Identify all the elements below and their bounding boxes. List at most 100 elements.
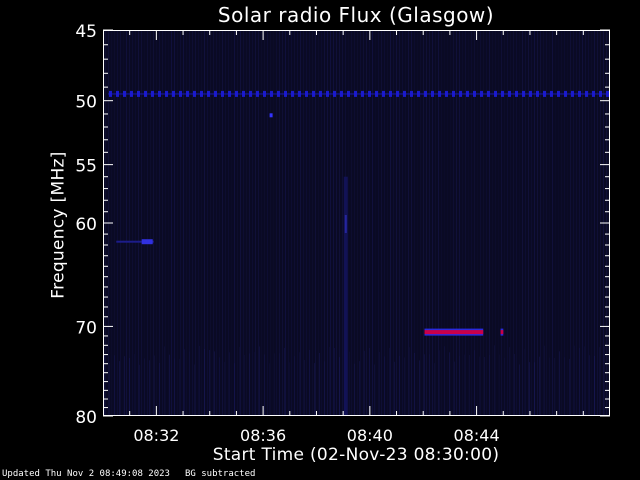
noise-striation — [404, 357, 405, 416]
noise-striation — [351, 30, 352, 416]
noise-striation — [129, 358, 130, 416]
noise-striation — [375, 30, 376, 416]
noise-striation — [423, 30, 424, 416]
emission-burst — [141, 239, 153, 245]
noise-striation — [259, 346, 260, 416]
noise-striation — [228, 30, 229, 416]
axis-layer: 45 50 55 60 70 80 08:32 08:36 08:40 08:44 — [75, 22, 610, 445]
x-tick-label: 08:44 — [454, 426, 500, 445]
noise-striation — [324, 30, 325, 416]
noise-striation — [306, 30, 307, 416]
noise-striation — [454, 361, 455, 416]
noise-striation — [174, 30, 175, 416]
band-segment — [305, 90, 308, 97]
noise-striation — [364, 350, 365, 416]
noise-striation — [396, 30, 397, 416]
noise-striation — [519, 30, 520, 416]
emission-trail — [116, 240, 154, 243]
noise-striation — [584, 346, 585, 416]
band-segment — [347, 90, 350, 97]
noise-striation — [186, 30, 187, 416]
noise-striation — [441, 30, 442, 416]
emission-dot — [269, 113, 273, 118]
noise-striation — [123, 30, 124, 416]
noise-striation — [424, 354, 425, 416]
noise-striation — [492, 30, 493, 416]
band-segment — [543, 90, 546, 97]
noise-striation — [109, 363, 110, 416]
noise-striation — [534, 362, 535, 416]
noise-striation — [194, 364, 195, 416]
noise-striation — [261, 30, 262, 416]
noise-striation — [509, 347, 510, 416]
noise-striation — [180, 30, 181, 416]
band-segment — [431, 90, 434, 97]
noise-striation — [567, 30, 568, 416]
noise-striation — [564, 30, 565, 416]
band-segment — [564, 90, 567, 97]
noise-striation — [156, 30, 157, 416]
noise-striation — [399, 30, 400, 416]
noise-striation — [414, 352, 415, 416]
band-segment — [508, 90, 511, 97]
updated-timestamp: Updated Thu Nov 2 08:49:08 2023 — [2, 469, 170, 479]
noise-striation — [419, 360, 420, 416]
noise-striation — [464, 354, 465, 416]
band-segment — [151, 90, 154, 97]
noise-striation — [576, 30, 577, 416]
noise-striation — [274, 353, 275, 416]
noise-striation — [589, 355, 590, 416]
noise-striation — [336, 30, 337, 416]
noise-striation — [240, 30, 241, 416]
y-tick-label: 45 — [75, 22, 97, 42]
noise-striation — [214, 351, 215, 416]
noise-striation — [189, 351, 190, 416]
noise-striation — [234, 30, 235, 416]
noise-striation — [264, 30, 265, 416]
noise-striation — [554, 357, 555, 416]
band-segment — [410, 90, 413, 97]
chart-title: Solar radio Flux (Glasgow) — [217, 3, 495, 27]
noise-striation — [289, 362, 290, 416]
noise-striation — [195, 30, 196, 416]
noise-striation — [282, 30, 283, 416]
noise-striation — [489, 30, 490, 416]
band-segment — [585, 90, 588, 97]
noise-striation — [504, 30, 505, 416]
noise-striation — [444, 30, 445, 416]
noise-striation — [209, 350, 210, 416]
band-segment — [529, 90, 532, 97]
noise-striation — [534, 30, 535, 416]
noise-striation — [169, 354, 170, 416]
band-segment — [312, 90, 315, 97]
noise-striation — [270, 30, 271, 416]
noise-striation — [174, 358, 175, 416]
noise-striation — [585, 30, 586, 416]
background-note: BG subtracted — [185, 469, 256, 479]
feature-layer — [108, 90, 609, 416]
noise-striation — [405, 30, 406, 416]
band-segment — [144, 90, 147, 97]
noise-striation — [522, 30, 523, 416]
band-segment — [571, 90, 574, 97]
noise-striation — [159, 30, 160, 416]
noise-striation — [315, 30, 316, 416]
band-segment — [116, 90, 119, 97]
noise-striation — [349, 351, 350, 416]
noise-striation — [357, 30, 358, 416]
noise-striation — [269, 363, 270, 416]
band-segment — [382, 90, 385, 97]
noise-striation — [120, 30, 121, 416]
noise-striation — [543, 30, 544, 416]
noise-striation — [546, 30, 547, 416]
noise-striation — [309, 349, 310, 416]
noise-striation — [234, 363, 235, 416]
noise-striation — [360, 30, 361, 416]
noise-striation — [339, 357, 340, 416]
noise-striation — [179, 358, 180, 416]
noise-striation — [284, 347, 285, 416]
noise-striation — [168, 30, 169, 416]
noise-striation — [387, 30, 388, 416]
noise-striation — [426, 30, 427, 416]
noise-striation — [501, 30, 502, 416]
